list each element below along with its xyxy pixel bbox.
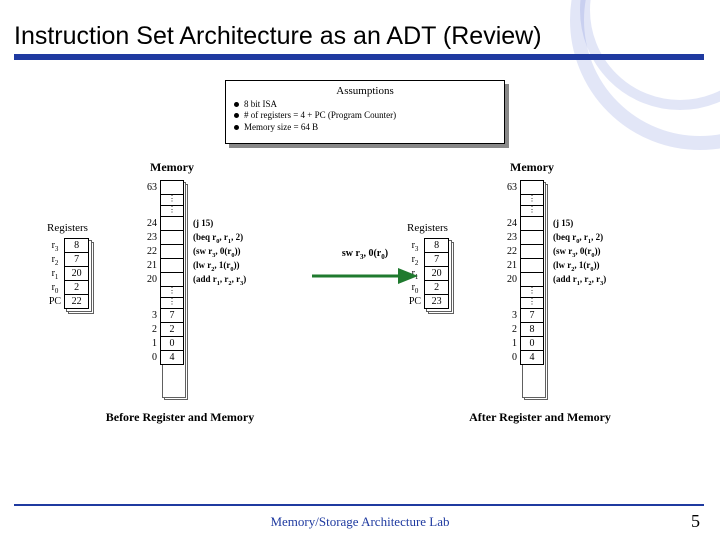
registers-label: Registers	[380, 222, 475, 234]
footer-rule	[14, 504, 704, 506]
reg-name: r2	[46, 253, 65, 267]
mem-addr: 2	[152, 323, 157, 336]
reg-name: r1	[46, 267, 65, 281]
assumption-item: Memory size = 64 B	[234, 122, 496, 133]
mem-addr: 63	[147, 181, 157, 194]
mem-val: 8	[530, 324, 535, 335]
mem-addr: 23	[147, 231, 157, 244]
reg-val: 20	[65, 267, 89, 281]
mem-instr: (j 15)	[193, 217, 213, 230]
mem-addr: 20	[507, 273, 517, 286]
mem-instr: (add r1, r2, r3)	[553, 273, 606, 286]
mem-instr: (add r1, r2, r3)	[193, 273, 246, 286]
arrow-label: sw r3, 0(r0)	[310, 248, 420, 259]
reg-val: 7	[425, 253, 449, 267]
mem-val: 4	[530, 352, 535, 363]
registers-before: Registers r38 r27 r120 r02 PC22	[20, 222, 115, 309]
title-underline	[14, 54, 704, 60]
reg-val: 7	[65, 253, 89, 267]
mem-addr: 1	[152, 337, 157, 350]
mem-addr: 22	[507, 245, 517, 258]
mem-val: 7	[530, 310, 535, 321]
mem-addr: 1	[512, 337, 517, 350]
mem-addr: 2	[512, 323, 517, 336]
reg-val: 23	[425, 295, 449, 309]
mem-addr: 0	[512, 351, 517, 364]
mem-val: 0	[170, 338, 175, 349]
mem-addr: 24	[147, 217, 157, 230]
mem-addr: 23	[507, 231, 517, 244]
mem-instr: (lw r2, 1(r0))	[193, 259, 240, 272]
mem-instr: (sw r3, 0(r0))	[193, 245, 241, 258]
reg-val: 20	[425, 267, 449, 281]
registers-label: Registers	[20, 222, 115, 234]
reg-val: 8	[425, 239, 449, 253]
assumption-item: 8 bit ISA	[234, 99, 496, 110]
reg-name: r3	[46, 239, 65, 253]
mem-addr: 21	[147, 259, 157, 272]
mem-addr: 63	[507, 181, 517, 194]
mem-addr: 24	[507, 217, 517, 230]
before-caption: Before Register and Memory	[40, 410, 320, 425]
mem-val: 0	[530, 338, 535, 349]
reg-name: PC	[46, 295, 65, 309]
after-caption: After Register and Memory	[400, 410, 680, 425]
mem-val: 4	[170, 352, 175, 363]
mem-val: 7	[170, 310, 175, 321]
assumptions-box: Assumptions 8 bit ISA # of registers = 4…	[225, 80, 505, 144]
mem-addr: 20	[147, 273, 157, 286]
transition-arrow: sw r3, 0(r0)	[310, 248, 420, 298]
mem-val: 2	[170, 324, 175, 335]
assumptions-heading: Assumptions	[234, 85, 496, 97]
mem-instr: (lw r2, 1(r0))	[553, 259, 600, 272]
reg-val: 2	[65, 281, 89, 295]
mem-addr: 3	[512, 309, 517, 322]
mem-addr: 3	[152, 309, 157, 322]
footer-text: Memory/Storage Architecture Lab	[0, 514, 720, 530]
mem-addr: 22	[147, 245, 157, 258]
mem-instr: (sw r3, 0(r0))	[553, 245, 601, 258]
page-number: 5	[691, 511, 700, 532]
page-title: Instruction Set Architecture as an ADT (…	[14, 22, 542, 51]
reg-val: 2	[425, 281, 449, 295]
mem-addr: 21	[507, 259, 517, 272]
memory-label: Memory	[510, 160, 554, 175]
reg-val: 8	[65, 239, 89, 253]
assumption-item: # of registers = 4 + PC (Program Counter…	[234, 110, 496, 121]
memory-column-after: 63 ⋮ ⋮ 24(j 15) 23(beq r0, r1, 2) 22(sw …	[520, 180, 544, 365]
mem-addr: 0	[152, 351, 157, 364]
reg-name: r0	[46, 281, 65, 295]
mem-instr: (beq r0, r1, 2)	[553, 231, 603, 244]
memory-label: Memory	[150, 160, 194, 175]
mem-instr: (j 15)	[553, 217, 573, 230]
mem-instr: (beq r0, r1, 2)	[193, 231, 243, 244]
reg-val: 22	[65, 295, 89, 309]
memory-column-before: 63 ⋮ ⋮ 24(j 15) 23(beq r0, r1, 2) 22(sw …	[160, 180, 184, 365]
arrow-icon	[310, 262, 420, 302]
